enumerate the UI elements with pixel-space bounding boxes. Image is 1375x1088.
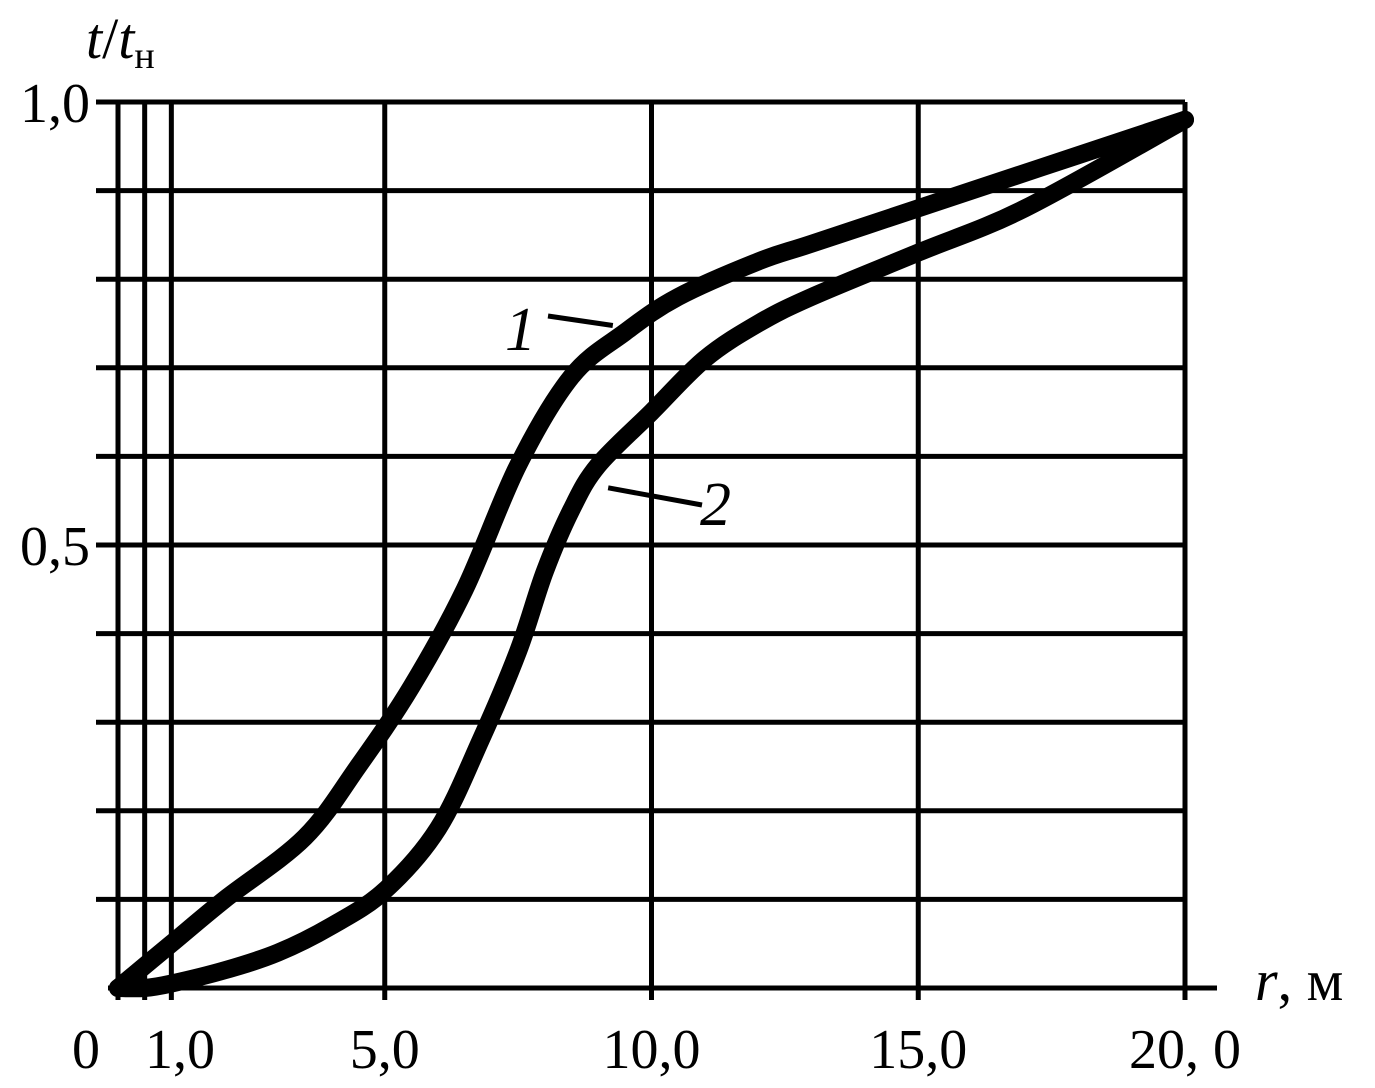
x-axis-var: r	[1255, 948, 1278, 1013]
x-axis-unit: , м	[1278, 948, 1344, 1013]
series-1-label: 1	[505, 296, 536, 364]
x-tick-label: 15,0	[869, 1019, 967, 1081]
tick-labels: 0,5 1,0 0 1,0 5,0 10,0 15,0 20, 0	[20, 73, 1241, 1081]
y-axis-slash: /	[102, 6, 119, 71]
curves	[109, 110, 1194, 998]
x-tick-label: 5,0	[350, 1019, 420, 1081]
x-tick-label: 0	[72, 1019, 100, 1081]
horizontal-gridlines	[96, 99, 1185, 902]
x-tick-label: 10,0	[603, 1019, 701, 1081]
curve-label-leaders: 12	[505, 296, 731, 539]
y-tick-label: 1,0	[20, 73, 90, 135]
series-2-line	[109, 110, 1194, 998]
y-axis-var: t	[86, 6, 104, 71]
x-axis-title: r, м	[1255, 948, 1343, 1013]
series-1-leader	[547, 313, 614, 328]
y-axis-title: t/tн	[86, 6, 155, 77]
series-2-label: 2	[700, 471, 731, 539]
x-tick-label: 1,0	[145, 1019, 215, 1081]
y-axis-subscript: н	[134, 35, 154, 77]
y-tick-label: 0,5	[20, 516, 90, 578]
series-1-line	[109, 110, 1194, 997]
series-2-leader	[607, 485, 703, 508]
y-axis-var2: t	[118, 6, 136, 71]
x-tick-label: 20, 0	[1129, 1019, 1241, 1081]
